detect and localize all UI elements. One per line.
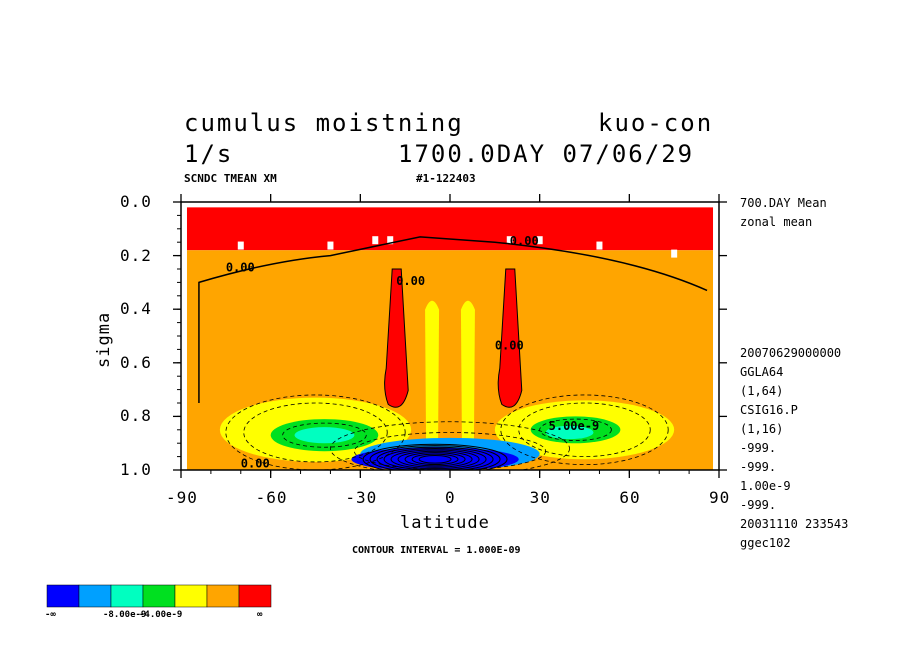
y-tick-label-2: 0.4: [120, 299, 152, 319]
region-red-0: [186, 207, 714, 251]
colorbar-label-0: -∞: [45, 610, 56, 620]
y-tick-label-0: 0.0: [120, 192, 152, 211]
y-tick-label-1: 0.2: [120, 245, 152, 265]
contour-labels: 0.00 0.00 0.00 0.00 5.00e-9 0.00: [226, 234, 599, 470]
colorbar-label-3: ∞: [257, 610, 263, 620]
side-info-2: 20070629000000: [740, 346, 842, 360]
zero-contour: [198, 236, 708, 403]
dense-contour-0: [362, 443, 508, 470]
side-info-1: zonal mean: [740, 215, 813, 229]
contour-label-5: 0.00: [241, 456, 270, 470]
dense-contour-1: [369, 445, 501, 470]
band-gap-4: [506, 236, 513, 245]
contour-label-2: 0.00: [396, 274, 425, 288]
dense-contour-6: [404, 452, 466, 467]
y-tick-label-5: 1.0: [120, 460, 152, 479]
side-info-7: -999.: [740, 441, 777, 455]
x-tick-label-5: 60: [619, 488, 641, 507]
side-info-4: (1,64): [740, 384, 784, 398]
band-gap-3: [387, 236, 394, 245]
x-tick-label-4: 30: [529, 488, 551, 507]
dashed-contour-4: [330, 421, 570, 470]
colorbar: [46, 584, 272, 608]
side-info-5: CSIG16.P: [740, 403, 798, 417]
dashed-contour-0: [225, 394, 406, 470]
contour-label-3: 0.00: [495, 338, 524, 352]
chart-title: cumulus moistning: [184, 109, 464, 137]
dashed-contour-6: [282, 422, 367, 448]
units-label: 1/s: [184, 140, 234, 168]
side-info-8: -999.: [740, 460, 777, 474]
y-tick-label-4: 0.8: [120, 406, 152, 426]
side-info-0: 700.DAY Mean: [740, 196, 827, 210]
contour-label-1: 0.00: [510, 234, 539, 248]
plot-area: [186, 207, 714, 470]
band-gap-7: [671, 249, 678, 258]
dashed-contour-1: [243, 402, 388, 463]
x-tick-label-2: -30: [345, 488, 378, 507]
colorbar-swatch-3: [142, 584, 176, 608]
x-tick-label-0: -90: [166, 488, 198, 507]
x-tick-label-1: -60: [255, 488, 288, 507]
x-tick-label-3: 0: [445, 488, 456, 507]
dense-contour-3: [383, 447, 487, 470]
region-cyan-10: [294, 427, 355, 444]
dense-contour-4: [390, 449, 480, 470]
band-gap-5: [536, 236, 543, 245]
band-gap-0: [237, 241, 244, 250]
region-red-3: [497, 268, 523, 408]
region-yellow-6: [425, 300, 440, 444]
band-gap-1: [327, 241, 334, 250]
x-tick-label-6: 90: [709, 488, 731, 507]
contour-lines: [198, 236, 708, 470]
contour-interval: CONTOUR INTERVAL = 1.000E-09: [352, 545, 521, 556]
dashed-contour-2: [500, 394, 669, 466]
colorbar-label-2: -4.00e-9: [139, 610, 183, 620]
colorbar-swatch-6: [238, 584, 272, 608]
axis-ticks: [173, 194, 727, 478]
dense-contour-5: [397, 450, 473, 468]
y-axis-label: sigma: [94, 311, 114, 368]
side-info-9: 1.00e-9: [740, 479, 791, 493]
side-info-6: (1,16): [740, 422, 784, 436]
side-info-11: 20031110 233543: [740, 517, 849, 531]
band-gap-2: [372, 236, 379, 245]
region-yellow-7: [460, 300, 475, 444]
contour-label-0: 0.00: [226, 261, 255, 275]
subtitle-left: SCNDC TMEAN XM: [184, 172, 277, 185]
subtitle-right: #1-122403: [416, 172, 476, 185]
date-label: 1700.0DAY 07/06/29: [398, 140, 695, 168]
colorbar-swatch-5: [206, 584, 240, 608]
band-gap-6: [596, 241, 603, 250]
region-red-2: [384, 268, 409, 408]
side-info-10: -999.: [740, 498, 777, 512]
y-tick-label-3: 0.6: [120, 352, 152, 372]
dense-contour-8: [418, 454, 452, 464]
dashed-contour-3: [518, 402, 651, 457]
dense-contour-7: [411, 453, 459, 465]
side-info-12: ggec102: [740, 536, 791, 550]
dense-contour-2: [376, 446, 494, 470]
colorbar-swatch-0: [46, 584, 80, 608]
region-cyan-11: [545, 425, 594, 440]
colorbar-swatch-4: [174, 584, 208, 608]
dashed-contour-7: [539, 418, 612, 441]
side-info-3: GGLA64: [740, 365, 784, 379]
colorbar-swatch-2: [110, 584, 144, 608]
colorbar-swatch-1: [78, 584, 112, 608]
colorbar-label-1: -8.00e-9: [103, 610, 147, 620]
model-name: kuo-con: [598, 109, 714, 137]
contour-label-4: 5.00e-9: [549, 419, 600, 433]
x-axis-label: latitude: [400, 513, 490, 533]
